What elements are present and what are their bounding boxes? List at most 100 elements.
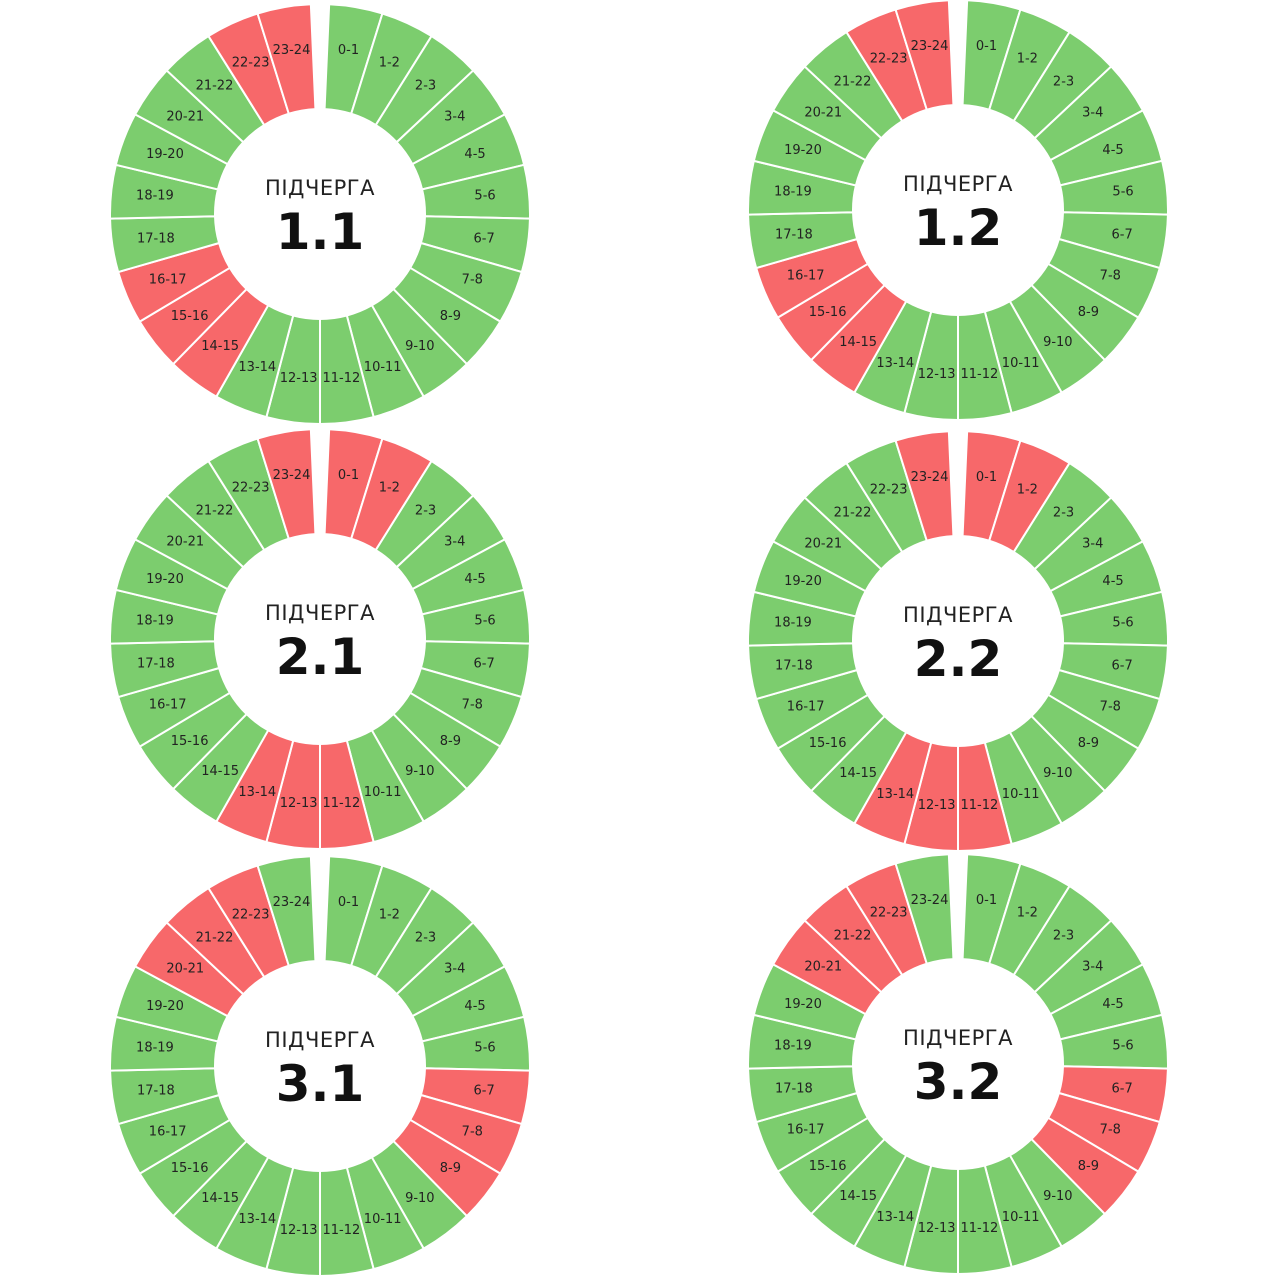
hour-label: 14-15 <box>201 339 239 354</box>
hour-label: 21-22 <box>834 928 872 943</box>
hour-label: 20-21 <box>804 960 842 975</box>
hour-label: 13-14 <box>876 787 914 802</box>
hour-label: 3-4 <box>1082 537 1103 552</box>
hour-label: 13-14 <box>238 1212 276 1227</box>
hour-label: 10-11 <box>1002 356 1040 371</box>
hour-label: 5-6 <box>1112 1039 1133 1054</box>
hour-label: 23-24 <box>273 43 311 58</box>
hour-label: 20-21 <box>166 962 204 977</box>
hour-label: 9-10 <box>1043 766 1073 781</box>
hour-label: 16-17 <box>787 700 825 715</box>
queue-number: 3.1 <box>276 1055 365 1113</box>
hour-label: 14-15 <box>201 764 239 779</box>
hour-label: 8-9 <box>440 309 461 324</box>
hour-label: 7-8 <box>1100 1123 1121 1138</box>
hour-segment-23-24-outage <box>256 3 317 116</box>
hour-label: 0-1 <box>338 468 359 483</box>
hour-label: 16-17 <box>149 698 187 713</box>
hour-label: 21-22 <box>834 74 872 89</box>
hour-label: 6-7 <box>1111 227 1132 242</box>
hour-label: 5-6 <box>474 614 495 629</box>
hour-label: 15-16 <box>171 734 209 749</box>
hour-label: 19-20 <box>146 572 184 587</box>
hour-label: 0-1 <box>338 43 359 58</box>
hour-label: 17-18 <box>775 227 813 242</box>
hour-label: 7-8 <box>462 698 483 713</box>
hour-label: 1-2 <box>1017 483 1038 498</box>
hour-label: 13-14 <box>238 785 276 800</box>
hour-label: 13-14 <box>238 360 276 375</box>
hour-label: 3-4 <box>444 110 465 125</box>
hour-label: 18-19 <box>136 189 174 204</box>
hour-label: 18-19 <box>136 614 174 629</box>
hour-label: 7-8 <box>1100 269 1121 284</box>
hour-label: 0-1 <box>338 895 359 910</box>
hour-label: 12-13 <box>918 798 956 813</box>
hour-label: 12-13 <box>918 1221 956 1236</box>
hour-label: 15-16 <box>171 309 209 324</box>
hour-label: 4-5 <box>1102 997 1123 1012</box>
queue-caption: ПІДЧЕРГА <box>903 1026 1013 1050</box>
hour-label: 11-12 <box>322 1223 360 1238</box>
hour-segment-23-24-outage <box>894 0 955 112</box>
hour-label: 21-22 <box>834 505 872 520</box>
hour-label: 11-12 <box>322 796 360 811</box>
hour-label: 23-24 <box>273 468 311 483</box>
hour-label: 9-10 <box>1043 335 1073 350</box>
hour-label: 4-5 <box>464 147 485 162</box>
queue-number: 1.2 <box>914 199 1003 257</box>
hour-label: 6-7 <box>473 656 494 671</box>
queue-number: 2.1 <box>276 628 365 686</box>
hour-label: 19-20 <box>146 999 184 1014</box>
hour-label: 17-18 <box>137 656 175 671</box>
hour-label: 9-10 <box>1043 1189 1073 1204</box>
hour-label: 19-20 <box>784 143 822 158</box>
hour-label: 22-23 <box>870 52 908 67</box>
hour-label: 20-21 <box>804 106 842 121</box>
hour-label: 10-11 <box>1002 787 1040 802</box>
hour-label: 2-3 <box>1053 505 1074 520</box>
hour-label: 22-23 <box>232 481 270 496</box>
hour-label: 2-3 <box>415 78 436 93</box>
hour-label: 16-17 <box>149 273 187 288</box>
hour-label: 16-17 <box>149 1125 187 1140</box>
hour-label: 3-4 <box>444 962 465 977</box>
hour-label: 4-5 <box>464 572 485 587</box>
hour-label: 20-21 <box>166 535 204 550</box>
hour-label: 2-3 <box>415 503 436 518</box>
hour-label: 8-9 <box>1078 1159 1099 1174</box>
hour-label: 5-6 <box>474 1041 495 1056</box>
hour-label: 8-9 <box>440 734 461 749</box>
hour-label: 4-5 <box>1102 143 1123 158</box>
hour-label: 7-8 <box>462 1125 483 1140</box>
hour-label: 0-1 <box>976 470 997 485</box>
hour-label: 0-1 <box>976 893 997 908</box>
hour-label: 3-4 <box>1082 960 1103 975</box>
hour-label: 23-24 <box>911 893 949 908</box>
hour-label: 10-11 <box>364 1212 402 1227</box>
hour-label: 19-20 <box>784 574 822 589</box>
hour-label: 12-13 <box>280 796 318 811</box>
hour-label: 0-1 <box>976 39 997 54</box>
hour-label: 5-6 <box>474 189 495 204</box>
hour-label: 13-14 <box>876 356 914 371</box>
hour-label: 5-6 <box>1112 185 1133 200</box>
hour-label: 20-21 <box>804 537 842 552</box>
hour-label: 22-23 <box>232 56 270 71</box>
hour-label: 14-15 <box>839 766 877 781</box>
hour-label: 8-9 <box>440 1161 461 1176</box>
hour-label: 6-7 <box>1111 1081 1132 1096</box>
hour-label: 19-20 <box>146 147 184 162</box>
hour-label: 15-16 <box>171 1161 209 1176</box>
hour-label: 22-23 <box>232 908 270 923</box>
hour-label: 3-4 <box>1082 106 1103 121</box>
hour-label: 6-7 <box>473 231 494 246</box>
hour-label: 6-7 <box>473 1083 494 1098</box>
hour-label: 17-18 <box>137 1083 175 1098</box>
hour-segment-23-24-power-on <box>894 853 955 966</box>
